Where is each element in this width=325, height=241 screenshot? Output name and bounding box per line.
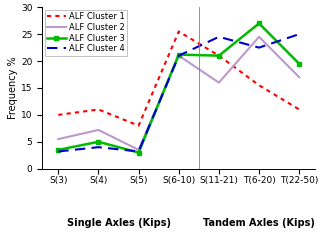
Text: Tandem Axles (Kips): Tandem Axles (Kips) [203, 218, 315, 228]
Y-axis label: Frequency %: Frequency % [8, 57, 18, 119]
Legend: ALF Cluster 1, ALF Cluster 2, ALF Cluster 3, ALF Cluster 4: ALF Cluster 1, ALF Cluster 2, ALF Cluste… [45, 10, 127, 56]
Text: Single Axles (Kips): Single Axles (Kips) [67, 218, 171, 228]
